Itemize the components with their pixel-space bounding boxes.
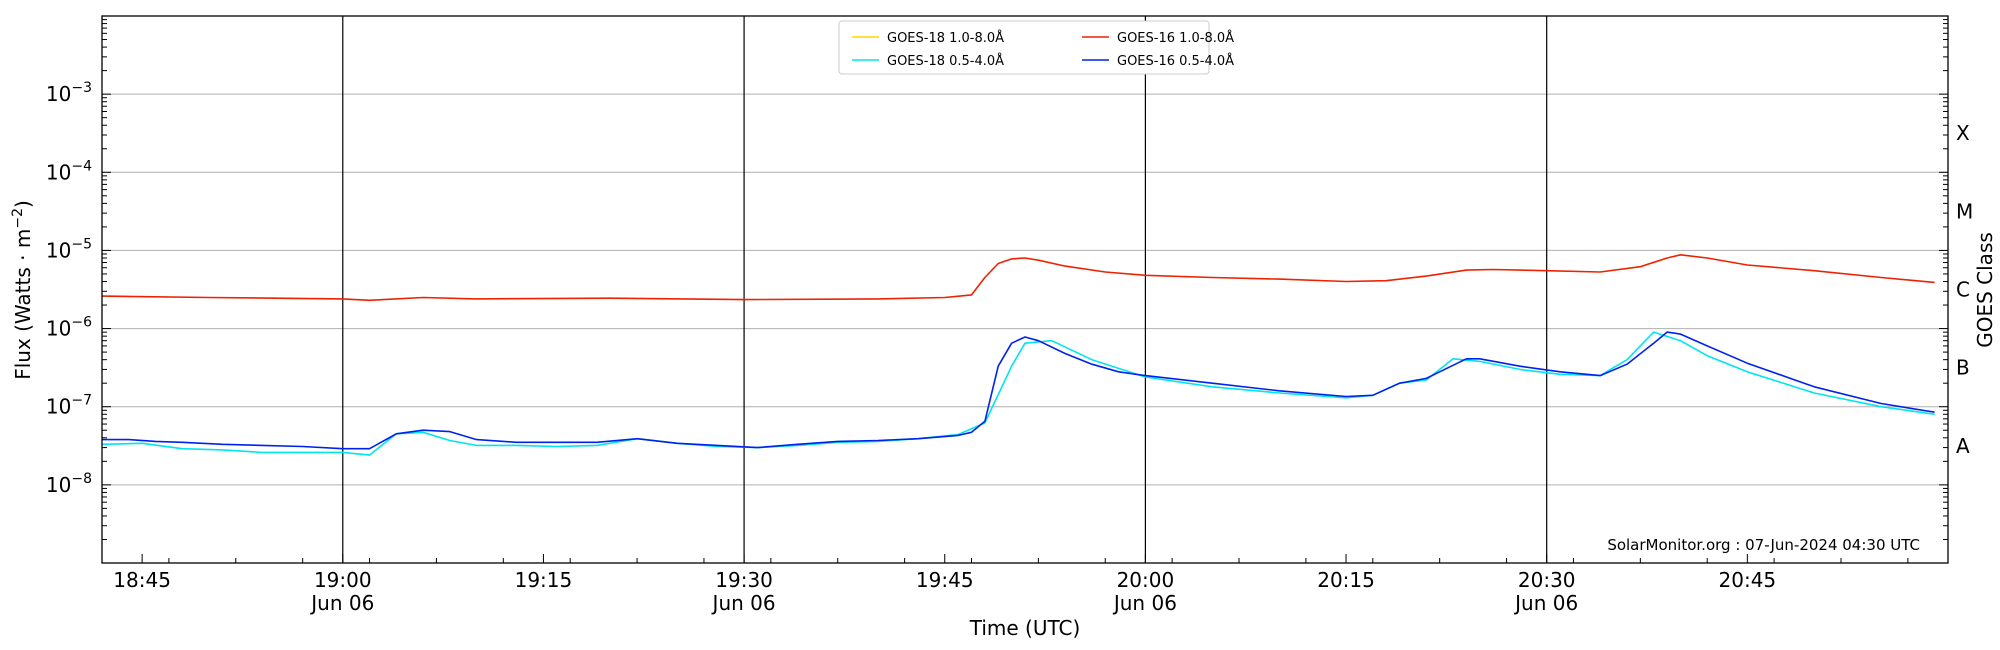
goes-class-label: M: [1956, 199, 1973, 223]
x-tick-label: 20:45: [1719, 568, 1777, 592]
credit-text: SolarMonitor.org : 07-Jun-2024 04:30 UTC: [1607, 536, 1920, 554]
legend-label: GOES-16 0.5-4.0Å: [1117, 53, 1234, 69]
legend-label: GOES-18 0.5-4.0Å: [887, 53, 1004, 69]
goes-class-label: B: [1956, 356, 1970, 380]
x-tick-date-label: Jun 06: [1112, 591, 1177, 615]
goes-class-labels: A B C M X: [1956, 121, 1973, 458]
series-line-3: [102, 331, 1935, 450]
flux-series: [101, 254, 1935, 456]
x-tick-label: 18:45: [113, 568, 171, 592]
y-axis-ticks: 10−8 10−7 10−6 10−5 10−4 10−3: [46, 19, 1948, 564]
y-tick-label: 10−8: [46, 471, 92, 497]
legend-box: [838, 20, 1210, 75]
y-tick-label: 10−3: [46, 80, 92, 106]
series-line-2: [101, 254, 1935, 302]
horizontal-grid: [102, 93, 1948, 486]
goes-class-label: X: [1956, 121, 1970, 145]
legend-label: GOES-18 1.0-8.0Å: [887, 30, 1004, 46]
x-tick-label: 19:15: [515, 568, 573, 592]
x-tick-label: 20:00: [1117, 568, 1175, 592]
x-tick-date-label: Jun 06: [1513, 591, 1578, 615]
y2-axis-title: GOES Class: [1973, 232, 1997, 348]
plot-frame: [101, 15, 1949, 564]
goes-class-label: C: [1956, 278, 1970, 302]
y-tick-label: 10−7: [46, 393, 92, 419]
goes-class-label: A: [1956, 434, 1970, 458]
y-tick-label: 10−4: [46, 158, 92, 184]
y-axis-title: Flux (Watts · m−2): [10, 200, 35, 380]
x-axis-title: Time (UTC): [969, 616, 1081, 640]
series-line-1: [101, 331, 1935, 456]
x-tick-date-label: Jun 06: [309, 591, 374, 615]
y-tick-label: 10−5: [46, 236, 92, 262]
x-tick-label: 20:30: [1518, 568, 1576, 592]
x-tick-label: 19:00: [314, 568, 372, 592]
legend-label: GOES-16 1.0-8.0Å: [1117, 30, 1234, 46]
y-tick-label: 10−6: [46, 315, 92, 341]
x-tick-label: 20:15: [1317, 568, 1375, 592]
x-tick-label: 19:30: [715, 568, 773, 592]
day-boundary-markers: [342, 16, 1548, 563]
x-tick-label: 19:45: [916, 568, 974, 592]
legend: GOES-18 1.0-8.0Å GOES-18 0.5-4.0Å GOES-16 …: [838, 20, 1234, 75]
x-tick-date-label: Jun 06: [711, 591, 776, 615]
